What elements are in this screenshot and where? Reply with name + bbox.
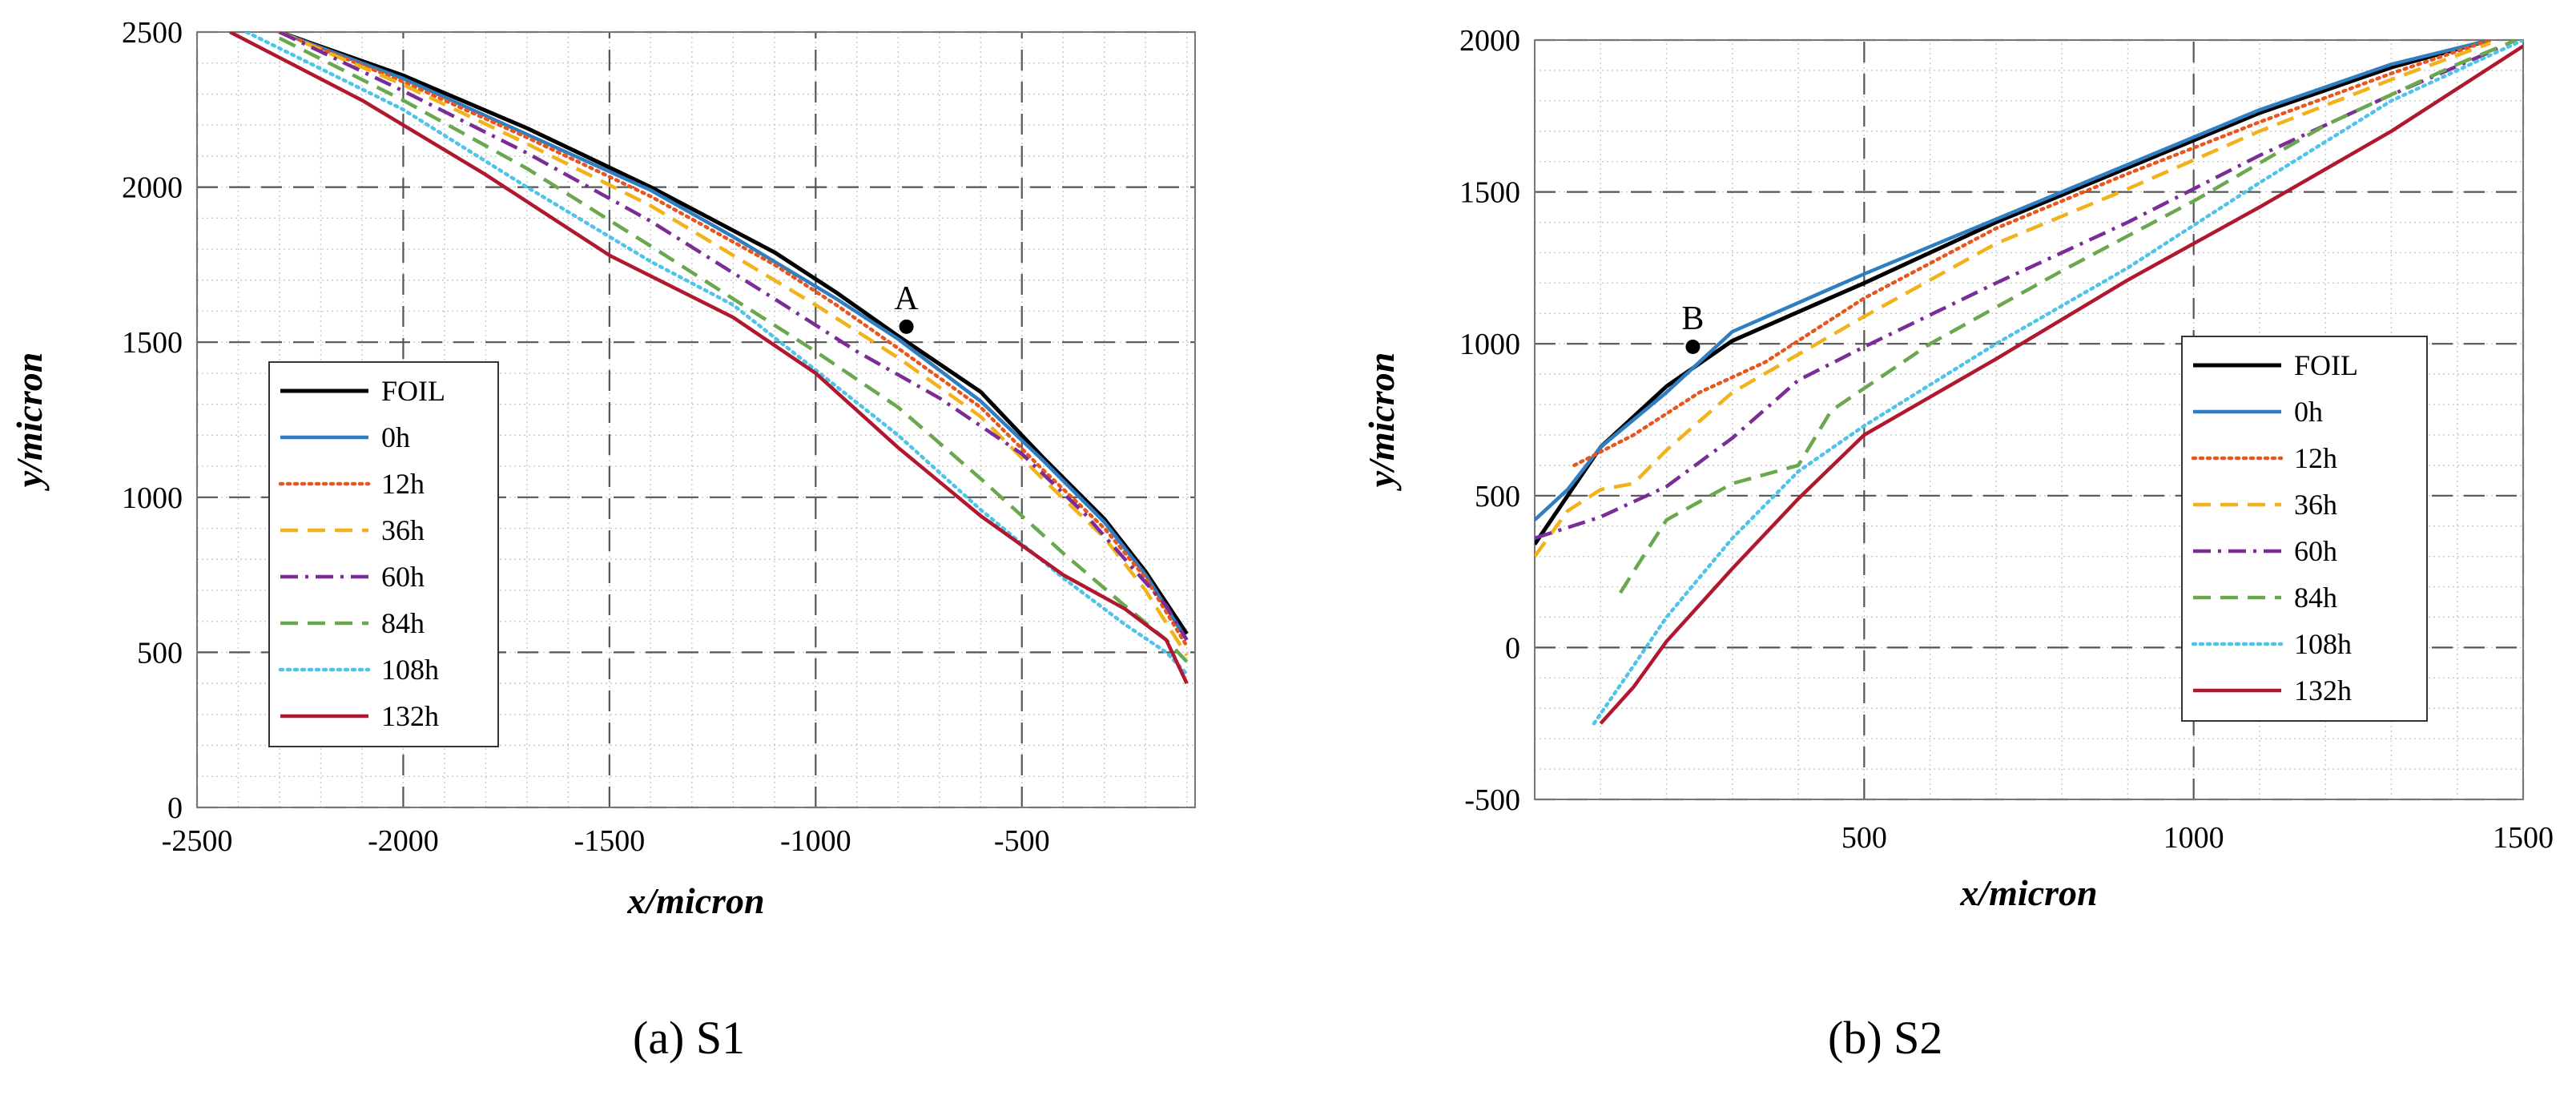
- series-line-0h: [1535, 40, 2491, 521]
- series-line-132h: [229, 32, 1189, 685]
- y-tick-label: 1500: [1459, 176, 1520, 210]
- y-tick-label: 500: [137, 636, 183, 670]
- legend-label: 108h: [381, 654, 439, 686]
- legend-label: 36h: [2294, 489, 2337, 521]
- annotation-point: [1685, 339, 1701, 354]
- series-line-108h: [244, 32, 1189, 676]
- legend-label: 0h: [381, 421, 410, 453]
- plot-frame: [1534, 39, 2524, 800]
- series-group: [1535, 40, 2523, 726]
- series-line-60h: [279, 32, 1189, 642]
- x-tick-label: -1000: [780, 824, 851, 858]
- x-tick-label: -2000: [368, 824, 439, 858]
- x-tick-label: -1500: [574, 824, 646, 858]
- y-tick-label: 2500: [122, 16, 183, 50]
- series-line-36h: [1535, 41, 2491, 558]
- series-line-108h: [1592, 40, 2523, 726]
- legend-label: 108h: [2294, 628, 2352, 660]
- x-tick-label: 1500: [2493, 821, 2554, 855]
- legend-label: 12h: [381, 468, 425, 500]
- legend-label: 36h: [381, 514, 425, 546]
- legend-box: [268, 361, 499, 747]
- x-axis-label: x/micron: [626, 880, 764, 921]
- legend-label: 84h: [381, 607, 425, 639]
- y-axis-label: y/micron: [9, 352, 50, 492]
- annotation-label: B: [1681, 300, 1704, 337]
- caption-a: (a) S1: [633, 1012, 746, 1064]
- legend-label: 132h: [2294, 674, 2352, 707]
- plot-frame: [196, 31, 1196, 808]
- legend-label: 60h: [2294, 535, 2337, 567]
- series-line-12h: [1572, 40, 2493, 468]
- x-tick-label: -2500: [162, 824, 233, 858]
- caption-b: (b) S2: [1828, 1012, 1943, 1064]
- y-tick-label: 0: [167, 791, 183, 825]
- series-line-0h: [279, 32, 1189, 642]
- x-tick-label: -500: [994, 824, 1050, 858]
- annotation-label: A: [894, 280, 919, 317]
- x-tick-label: 500: [1841, 821, 1887, 855]
- series-line-foil: [279, 32, 1189, 635]
- x-axis-label: x/micron: [1959, 872, 2097, 913]
- legend: FOIL 0h 12h 36h 60h 84h 108h 132h: [2181, 336, 2428, 722]
- legend-label: FOIL: [381, 375, 445, 407]
- y-tick-label: -500: [1464, 783, 1520, 817]
- series-line-36h: [279, 32, 1189, 657]
- y-tick-label: 0: [1505, 631, 1520, 665]
- x-tick-label: 1000: [2163, 821, 2224, 855]
- legend-label: 60h: [381, 561, 425, 593]
- chart-b: 500 1000 1500 -500 0 500 1000 1500 2000 x/micron y…: [1361, 24, 2554, 913]
- series-group: [229, 32, 1189, 685]
- legend-label: FOIL: [2294, 349, 2358, 381]
- series-line-12h: [277, 32, 1189, 648]
- legend: FOIL 0h 12h 36h 60h 84h 108h 132h: [268, 361, 499, 747]
- y-axis-label: y/micron: [1361, 352, 1402, 492]
- y-tick-label: 2000: [1459, 24, 1520, 58]
- series-line-60h: [1535, 44, 2505, 541]
- y-tick-label: 1000: [122, 481, 183, 515]
- annotation-point: [899, 319, 914, 334]
- legend-label: 0h: [2294, 396, 2323, 428]
- legend-box: [2181, 336, 2428, 722]
- y-tick-label: 2000: [122, 171, 183, 205]
- chart-a: -2500 -2000 -1500 -1000 -500 0 500 1000 1500 2000…: [9, 16, 1196, 921]
- series-line-84h: [278, 36, 1189, 663]
- legend-label: 84h: [2294, 582, 2337, 614]
- legend-label: 12h: [2294, 442, 2337, 474]
- y-tick-label: 1500: [122, 326, 183, 360]
- y-tick-label: 1000: [1459, 328, 1520, 361]
- series-line-132h: [1599, 44, 2523, 725]
- legend-label: 132h: [381, 700, 439, 732]
- y-tick-label: 500: [1475, 480, 1520, 513]
